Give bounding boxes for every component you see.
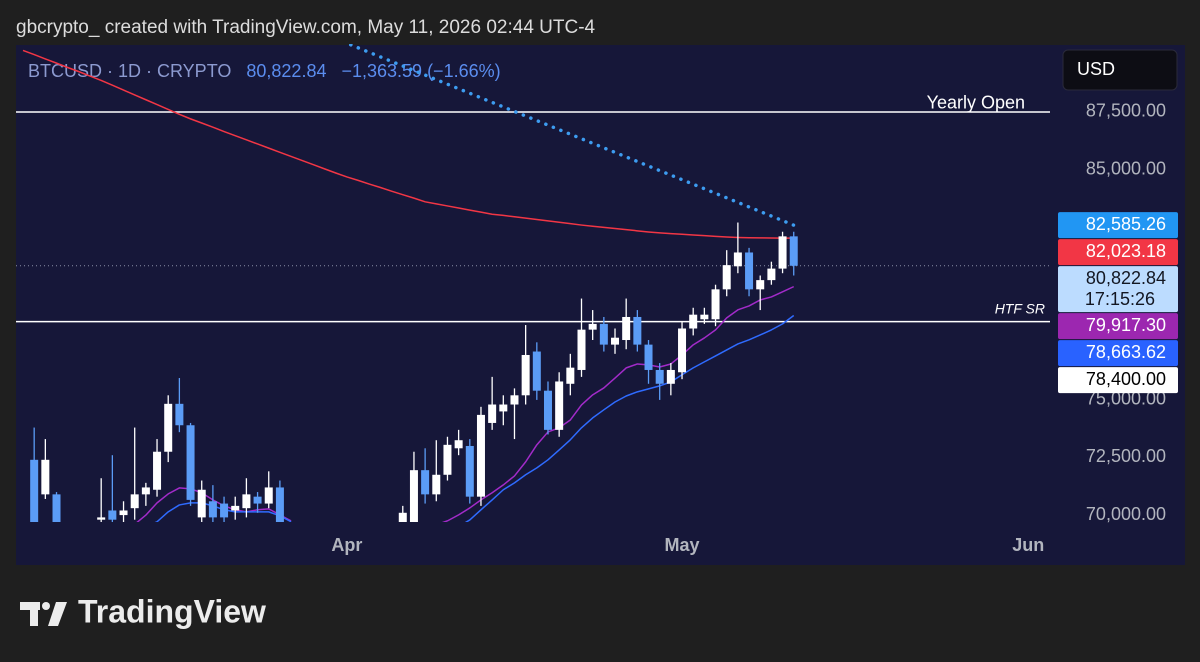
logo	[20, 602, 67, 626]
level-label: Yearly Open	[927, 93, 1025, 113]
candle-body	[622, 316, 631, 341]
candle-body	[678, 328, 687, 373]
price-label: 78,663.62	[1086, 342, 1166, 362]
candle-body	[510, 395, 519, 405]
candle-body	[543, 390, 552, 430]
candle-body	[242, 494, 251, 509]
y-tick-label: 87,500.00	[1086, 101, 1166, 121]
candle-body	[231, 505, 240, 511]
price-label-box	[1058, 313, 1178, 340]
candle-body	[655, 369, 664, 384]
candle-body	[521, 354, 530, 396]
candle-body	[733, 252, 742, 267]
price-label: 82,023.18	[1086, 241, 1166, 261]
candle-body	[488, 404, 497, 423]
candle-body	[153, 451, 162, 490]
y-tick-label: 75,000.00	[1086, 389, 1166, 409]
price-label: 78,400.00	[1086, 369, 1166, 389]
candle-body	[588, 323, 597, 330]
candle-body	[789, 236, 798, 266]
candle-body	[599, 323, 608, 345]
level-label: HTF SR	[995, 300, 1045, 316]
candle-body	[398, 512, 407, 522]
price-label-box	[1058, 239, 1178, 266]
candle-body	[97, 517, 106, 520]
candle-body	[566, 367, 575, 384]
candle-body	[220, 503, 229, 518]
price-label: 82,585.26	[1086, 214, 1166, 234]
candle-body	[432, 474, 441, 495]
x-tick-label: Jun	[1012, 535, 1044, 555]
credit: gbcrypto_ created with TradingView.com, …	[16, 17, 596, 38]
candle-body	[644, 344, 653, 370]
candle-body	[476, 414, 485, 497]
candle-body	[577, 329, 586, 370]
candle-body	[532, 351, 541, 391]
candle-body	[555, 381, 564, 430]
candle-body	[778, 236, 787, 269]
chart-panel	[16, 45, 1185, 565]
candle-body	[141, 487, 150, 495]
candle-body	[756, 280, 765, 290]
price-label: 79,917.30	[1086, 315, 1166, 335]
candle-body	[52, 494, 61, 522]
candle-body	[700, 314, 709, 320]
price-label: 80,822.84	[1086, 268, 1166, 288]
y-tick-label: 70,000.00	[1086, 504, 1166, 524]
candle-body	[41, 459, 50, 495]
price-label-box	[1058, 367, 1178, 394]
candle-body	[611, 337, 620, 345]
price-label-box	[1058, 340, 1178, 367]
moving-average	[22, 49, 794, 239]
candle-body	[186, 425, 195, 500]
candle-body	[108, 510, 117, 520]
symbol: BTCUSD · 1D · CRYPTO	[28, 61, 231, 81]
candle-body	[666, 369, 675, 384]
logo-mark	[42, 602, 50, 610]
change: −1,363.59 (−1.66%)	[341, 61, 500, 81]
logo-mark	[48, 602, 67, 626]
x-tick-label: May	[665, 535, 700, 555]
candle-body	[175, 403, 184, 426]
price-label-box	[1058, 266, 1178, 313]
candle-body	[633, 316, 642, 345]
x-tick-label: Apr	[331, 535, 362, 555]
moving-average	[154, 314, 795, 522]
plot-area	[16, 44, 1050, 522]
price-label-box	[1058, 212, 1178, 239]
candle-body	[253, 496, 262, 504]
candle-body	[264, 487, 273, 504]
symbol-legend: BTCUSD · 1D · CRYPTO 80,822.84 −1,363.59…	[28, 61, 501, 81]
candle-body	[443, 444, 452, 475]
currency-button[interactable]	[1062, 49, 1178, 91]
candle-body	[745, 252, 754, 290]
candle-body	[164, 403, 173, 452]
trend-line	[344, 44, 796, 227]
logo-mark	[30, 602, 38, 626]
candle-body	[722, 265, 731, 290]
y-tick-label: 72,500.00	[1086, 446, 1166, 466]
candle-body	[767, 268, 776, 281]
candle-body	[119, 510, 128, 516]
candle-body	[208, 501, 217, 518]
countdown: 17:15:26	[1085, 289, 1155, 309]
brand: TradingView	[78, 593, 266, 629]
candle-body	[130, 494, 139, 509]
y-tick-label: 85,000.00	[1086, 158, 1166, 178]
candle-body	[30, 459, 39, 522]
candle-body	[275, 487, 284, 522]
candle-body	[421, 470, 430, 495]
candle-body	[465, 445, 474, 497]
candle-body	[689, 314, 698, 329]
candle-body	[499, 404, 508, 412]
last-price: 80,822.84	[246, 61, 326, 81]
candle-body	[197, 489, 206, 518]
candle-body	[454, 440, 463, 449]
candle-body	[409, 470, 418, 522]
currency[interactable]: USD	[1077, 59, 1115, 79]
candle-body	[711, 289, 720, 320]
price-axis: 87,500.00 85,000.00 75,000.00 72,500.00 70,0…	[1058, 101, 1178, 524]
